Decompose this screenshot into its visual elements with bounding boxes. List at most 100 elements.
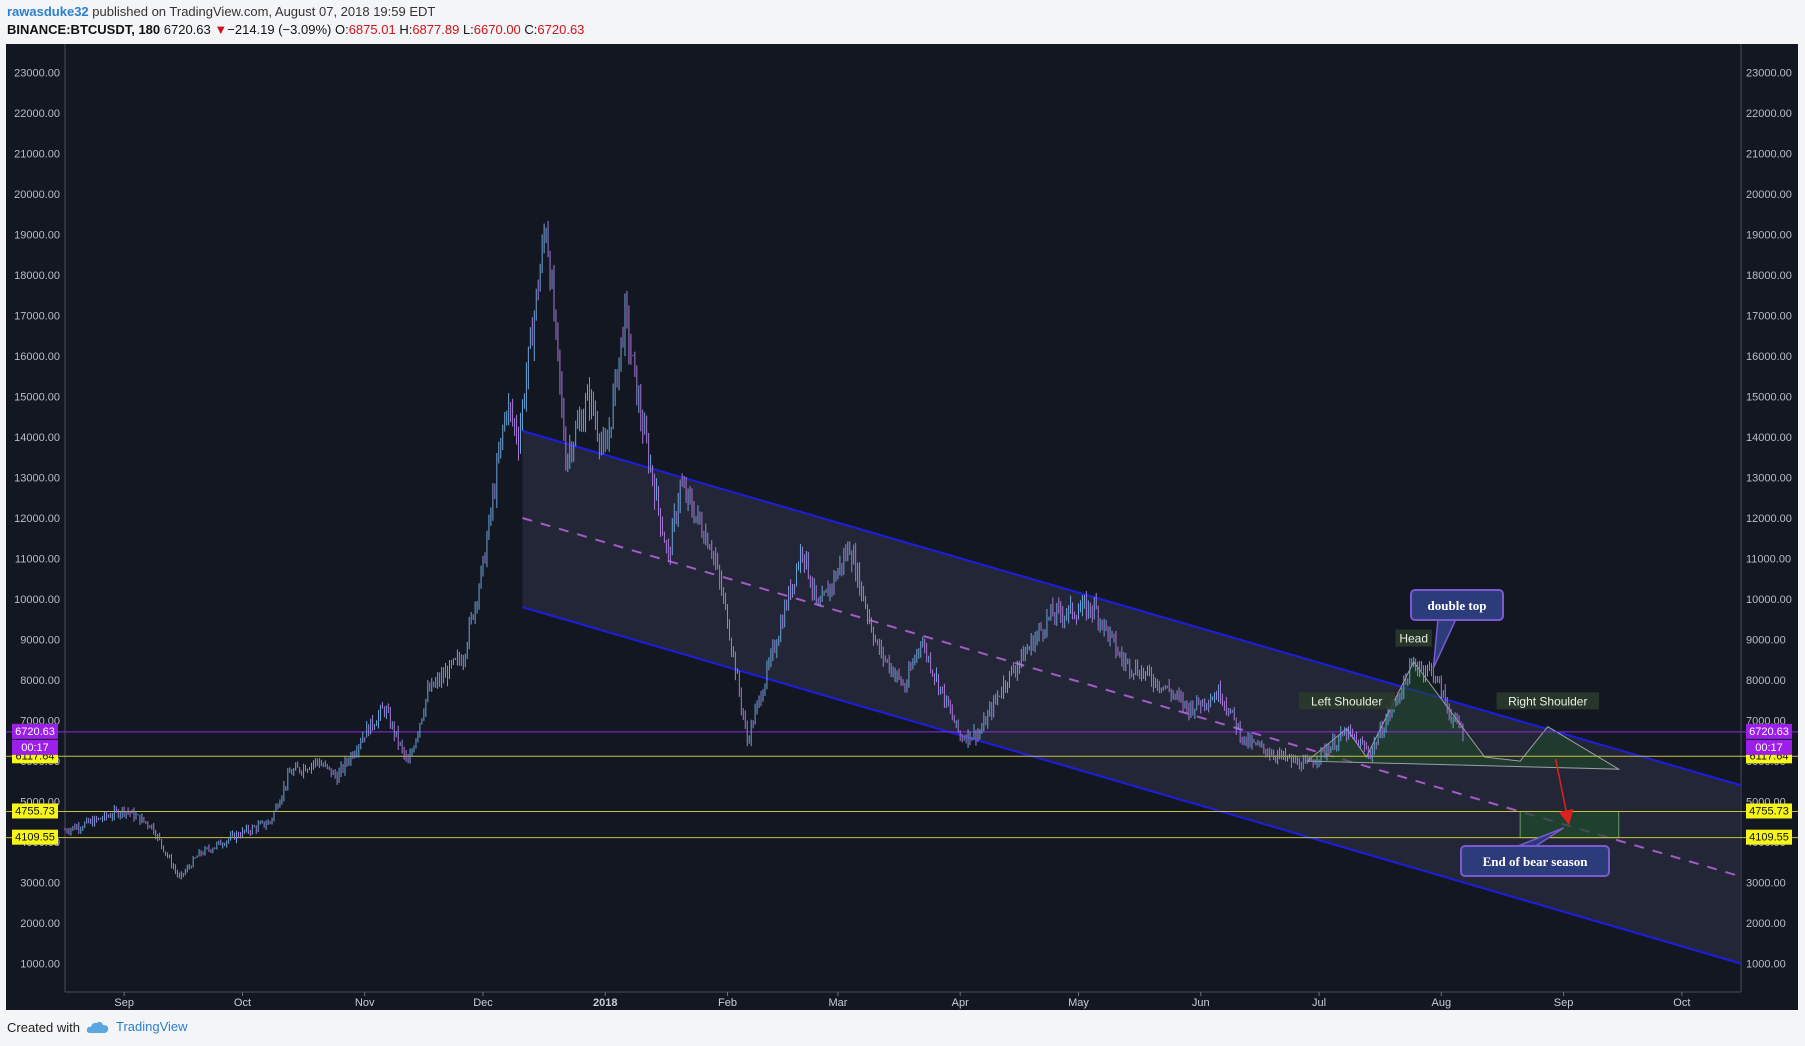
y-tick-right: 22000.00 xyxy=(1746,108,1792,120)
projection-arrow xyxy=(1554,758,1574,826)
last-price-tag-right-bg xyxy=(1746,723,1792,739)
change-arrow-icon: ▼ xyxy=(214,22,228,37)
countdown-tag-right-bg xyxy=(1746,739,1792,755)
y-tick-left: 12000.00 xyxy=(14,513,60,525)
x-tick-label: Sep xyxy=(1554,997,1574,1009)
y-tick-right: 10000.00 xyxy=(1746,594,1792,606)
y-tick-left: 3000.00 xyxy=(20,878,60,890)
last-price-tag-right: 6720.63 xyxy=(1749,726,1789,738)
y-tick-right: 17000.00 xyxy=(1746,310,1792,322)
level-tag-left: 4755.73 xyxy=(15,805,55,817)
x-tick-label: 2018 xyxy=(593,997,617,1009)
level-tag-left-bg xyxy=(12,829,58,845)
candles-group xyxy=(64,220,1464,880)
y-tick-right: 8000.00 xyxy=(1746,675,1786,687)
x-tick-label: Jun xyxy=(1192,997,1210,1009)
y-tick-right: 3000.00 xyxy=(1746,878,1786,890)
level-tag-right: 4109.55 xyxy=(1749,832,1789,844)
x-tick-label: May xyxy=(1068,997,1089,1009)
head-label: Head xyxy=(1399,632,1428,646)
y-tick-right: 23000.00 xyxy=(1746,67,1792,79)
x-tick-label: Dec xyxy=(473,997,493,1009)
price-chart[interactable]: 1000.00 1000.00 2000.00 2000.00 3000.00 3000.… xyxy=(0,0,1805,1010)
y-tick-left: 10000.00 xyxy=(14,594,60,606)
last-price-tag-left: 6720.63 xyxy=(15,726,55,738)
y-tick-right: 2000.00 xyxy=(1746,918,1786,930)
y-tick-right: 1000.00 xyxy=(1746,959,1786,971)
right-shoulder-label: Right Shoulder xyxy=(1508,694,1587,708)
open-label: O: xyxy=(334,22,349,37)
y-tick-right: 12000.00 xyxy=(1746,513,1792,525)
tradingview-cloud-icon xyxy=(86,1021,109,1033)
y-tick-right: 9000.00 xyxy=(1746,635,1786,647)
x-tick-label: Apr xyxy=(952,997,969,1009)
channel-lower-line xyxy=(522,606,1742,965)
created-with-label: Created with xyxy=(7,1020,80,1035)
y-tick-right: 18000.00 xyxy=(1746,270,1792,282)
head-label-bg xyxy=(1395,629,1432,647)
countdown-tag-left: 00:17 xyxy=(21,742,49,754)
symbol-label[interactable]: BINANCE:BTCUSDT, 180 xyxy=(7,22,161,37)
y-tick-right: 19000.00 xyxy=(1746,229,1792,241)
y-tick-left: 9000.00 xyxy=(20,635,60,647)
close-value: 6720.63 xyxy=(537,22,585,37)
end-bear-callout-text: End of bear season xyxy=(1483,854,1589,869)
y-tick-right: 21000.00 xyxy=(1746,148,1792,160)
x-tick-label: Sep xyxy=(114,997,134,1009)
x-tick-label: Oct xyxy=(234,997,251,1009)
publish-date: published on TradingView.com, August 07,… xyxy=(92,4,436,19)
y-tick-left: 8000.00 xyxy=(20,675,60,687)
level-tag-right-bg xyxy=(1746,803,1792,819)
y-tick-right: 20000.00 xyxy=(1746,189,1792,201)
high-value: 6877.89 xyxy=(412,22,460,37)
chart-footer xyxy=(0,1010,1805,1046)
tradingview-brand[interactable]: TradingView xyxy=(116,1019,188,1034)
countdown-tag-left-bg xyxy=(12,739,58,755)
last-price-tag-left-bg xyxy=(12,723,58,739)
y-tick-left: 16000.00 xyxy=(14,351,60,363)
low-value: 6670.00 xyxy=(473,22,521,37)
x-tick-label: Feb xyxy=(718,997,737,1009)
tradingview-logo[interactable]: TradingView xyxy=(86,1019,188,1034)
y-tick-left: 1000.00 xyxy=(20,959,60,971)
price-change: −214.19 (−3.09%) xyxy=(227,22,332,37)
head-shoulders-pattern xyxy=(1305,660,1621,770)
right-shoulder-label-bg xyxy=(1496,692,1599,710)
close-label: C: xyxy=(524,22,538,37)
y-tick-left: 14000.00 xyxy=(14,432,60,444)
y-tick-right: 16000.00 xyxy=(1746,351,1792,363)
author-link[interactable]: rawasduke32 xyxy=(7,4,89,19)
y-tick-left: 17000.00 xyxy=(14,310,60,322)
x-tick-label: Oct xyxy=(1673,997,1690,1009)
channel-midline xyxy=(522,517,1742,878)
double-top-callout-box xyxy=(1410,589,1504,621)
chart-header: rawasduke32 published on TradingView.com… xyxy=(0,0,1805,42)
level-tag-left: 4109.55 xyxy=(15,832,55,844)
open-value: 6875.01 xyxy=(348,22,396,37)
end-bear-callout-box xyxy=(1460,845,1610,877)
y-tick-right: 14000.00 xyxy=(1746,432,1792,444)
y-tick-left: 13000.00 xyxy=(14,472,60,484)
y-tick-right: 11000.00 xyxy=(1746,554,1791,566)
x-tick-label: Mar xyxy=(828,997,847,1009)
y-tick-left: 20000.00 xyxy=(14,189,60,201)
y-tick-left: 23000.00 xyxy=(14,67,60,79)
y-tick-left: 15000.00 xyxy=(14,391,60,403)
last-price: 6720.63 xyxy=(163,22,211,37)
high-label: H: xyxy=(399,22,413,37)
x-tick-label: Nov xyxy=(355,997,375,1009)
target-zone xyxy=(1519,810,1620,839)
channel-upper-line xyxy=(522,429,1742,787)
y-tick-right: 13000.00 xyxy=(1746,472,1792,484)
y-tick-left: 2000.00 xyxy=(20,918,60,930)
y-tick-left: 18000.00 xyxy=(14,270,60,282)
ohlc-legend: BINANCE:BTCUSDT, 180 6720.63 ▼−214.19 (−… xyxy=(7,22,584,37)
y-tick-left: 22000.00 xyxy=(14,108,60,120)
y-tick-left: 21000.00 xyxy=(14,148,60,160)
left-shoulder-label: Left Shoulder xyxy=(1311,694,1382,708)
y-tick-right: 15000.00 xyxy=(1746,391,1792,403)
low-label: L: xyxy=(462,22,474,37)
publish-info: rawasduke32 published on TradingView.com… xyxy=(7,4,435,19)
y-tick-left: 19000.00 xyxy=(14,229,60,241)
countdown-tag-right: 00:17 xyxy=(1755,742,1783,754)
